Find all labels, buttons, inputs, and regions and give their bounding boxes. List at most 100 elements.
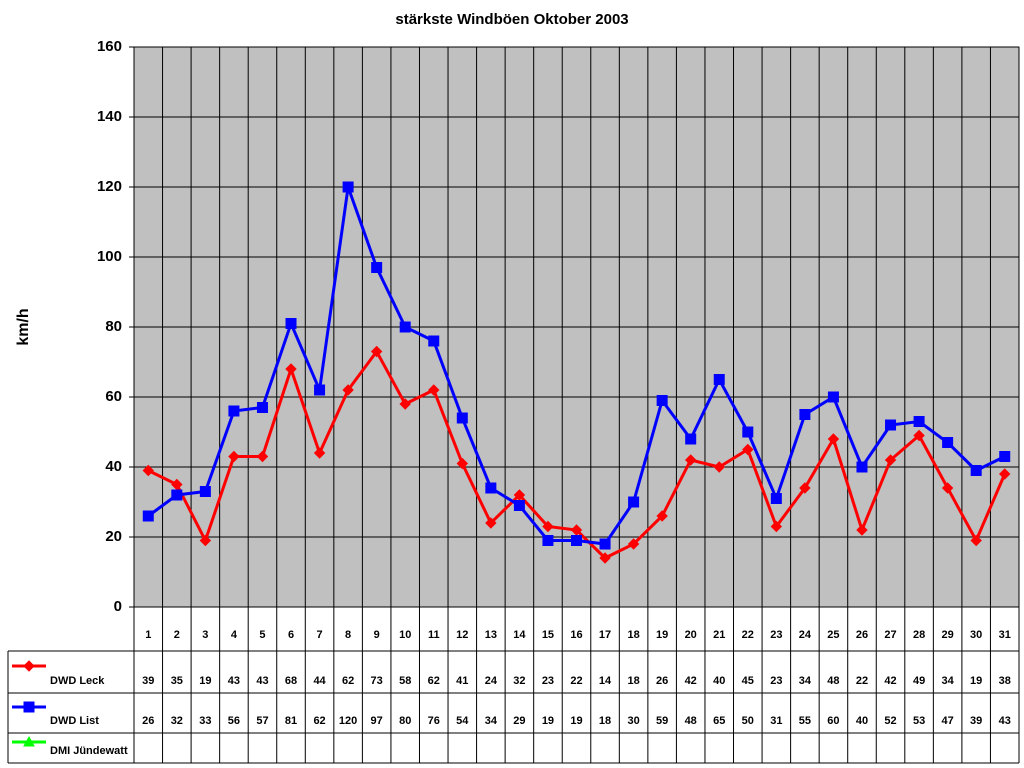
- table-value: 62: [342, 675, 354, 687]
- x-tick-label: 7: [317, 629, 323, 641]
- data-point: [285, 318, 297, 329]
- table-value: 43: [256, 675, 268, 687]
- x-tick-label: 31: [999, 629, 1011, 641]
- data-point: [827, 433, 840, 445]
- data-point: [428, 384, 440, 396]
- table-value: 40: [713, 675, 725, 687]
- x-tick-label: 24: [799, 629, 812, 641]
- table-value: 47: [942, 715, 954, 727]
- table-value: 56: [228, 715, 240, 727]
- table-value: 80: [399, 715, 411, 727]
- x-tick-label: 3: [202, 629, 208, 641]
- table-value: 42: [685, 675, 697, 687]
- data-point: [342, 384, 354, 396]
- table-value: 30: [627, 715, 639, 727]
- table-value: 26: [656, 675, 668, 687]
- data-point: [399, 321, 411, 333]
- x-tick-label: 12: [456, 629, 468, 641]
- data-point: [684, 454, 697, 466]
- y-tick-label: 80: [105, 318, 122, 335]
- x-tick-label: 10: [399, 629, 411, 641]
- data-point: [228, 450, 240, 463]
- data-point: [428, 335, 440, 347]
- x-tick-label: 4: [231, 629, 238, 641]
- data-point: [542, 535, 554, 546]
- y-tick-label: 100: [97, 248, 122, 265]
- table-value: 57: [256, 715, 268, 727]
- x-tick-label: 17: [599, 629, 611, 641]
- data-point: [742, 443, 754, 456]
- table-value: 120: [339, 715, 357, 727]
- table-value: 48: [827, 675, 839, 687]
- table-value: 34: [942, 675, 955, 687]
- data-point: [228, 405, 240, 417]
- data-point: [970, 534, 982, 547]
- y-tick-label: 40: [105, 458, 122, 475]
- data-point: [485, 482, 497, 494]
- x-tick-label: 28: [913, 629, 925, 641]
- table-value: 48: [685, 715, 697, 727]
- table-value: 19: [570, 715, 582, 727]
- x-tick-label: 11: [428, 629, 440, 641]
- y-axis-label: km/h: [15, 308, 32, 345]
- data-point: [628, 496, 640, 508]
- x-tick-label: 5: [259, 629, 265, 641]
- table-value: 81: [285, 715, 297, 727]
- x-tick-label: 13: [485, 629, 497, 641]
- data-point: [941, 482, 954, 494]
- table-value: 76: [428, 715, 440, 727]
- table-value: 59: [656, 715, 668, 727]
- x-tick-label: 21: [713, 629, 725, 641]
- table-value: 31: [770, 715, 782, 727]
- table-value: 38: [999, 675, 1011, 687]
- data-point: [571, 535, 582, 546]
- table-value: 39: [970, 715, 982, 727]
- x-tick-label: 15: [542, 629, 554, 641]
- data-point: [770, 520, 783, 533]
- table-value: 19: [970, 675, 982, 687]
- legend-marker: [23, 735, 35, 747]
- table-value: 41: [456, 675, 468, 687]
- data-point: [599, 538, 611, 550]
- data-point: [999, 468, 1011, 480]
- data-point: [513, 500, 525, 511]
- data-point: [856, 524, 868, 536]
- table-value: 97: [371, 715, 383, 727]
- table-value: 50: [742, 715, 754, 727]
- data-point: [884, 454, 897, 466]
- table-value: 43: [999, 715, 1011, 727]
- table-value: 24: [485, 675, 498, 687]
- data-point: [999, 451, 1011, 462]
- table-value: 23: [770, 675, 782, 687]
- x-tick-label: 9: [374, 629, 380, 641]
- table-value: 43: [228, 675, 240, 687]
- table-value: 45: [742, 675, 754, 687]
- data-point: [685, 433, 697, 445]
- x-tick-label: 26: [856, 629, 868, 641]
- data-point: [770, 493, 782, 504]
- x-tick-label: 19: [656, 629, 668, 641]
- data-point: [542, 520, 554, 533]
- data-point: [399, 398, 411, 410]
- data-point: [171, 489, 183, 501]
- data-point: [370, 345, 383, 358]
- table-value: 34: [485, 715, 498, 727]
- table-value: 18: [627, 675, 639, 687]
- data-point: [199, 534, 212, 547]
- table-value: 60: [827, 715, 839, 727]
- y-tick-label: 120: [97, 178, 122, 195]
- x-tick-label: 14: [513, 629, 526, 641]
- data-point: [656, 395, 668, 406]
- data-point: [456, 412, 468, 424]
- data-point: [285, 363, 297, 375]
- table-value: 55: [799, 715, 811, 727]
- x-tick-label: 20: [685, 629, 697, 641]
- data-point: [942, 437, 954, 448]
- table-value: 42: [884, 675, 896, 687]
- table-value: 22: [570, 675, 582, 687]
- x-tick-label: 8: [345, 629, 351, 641]
- table-value: 39: [142, 675, 154, 687]
- table-value: 44: [313, 675, 326, 687]
- data-point: [799, 409, 811, 420]
